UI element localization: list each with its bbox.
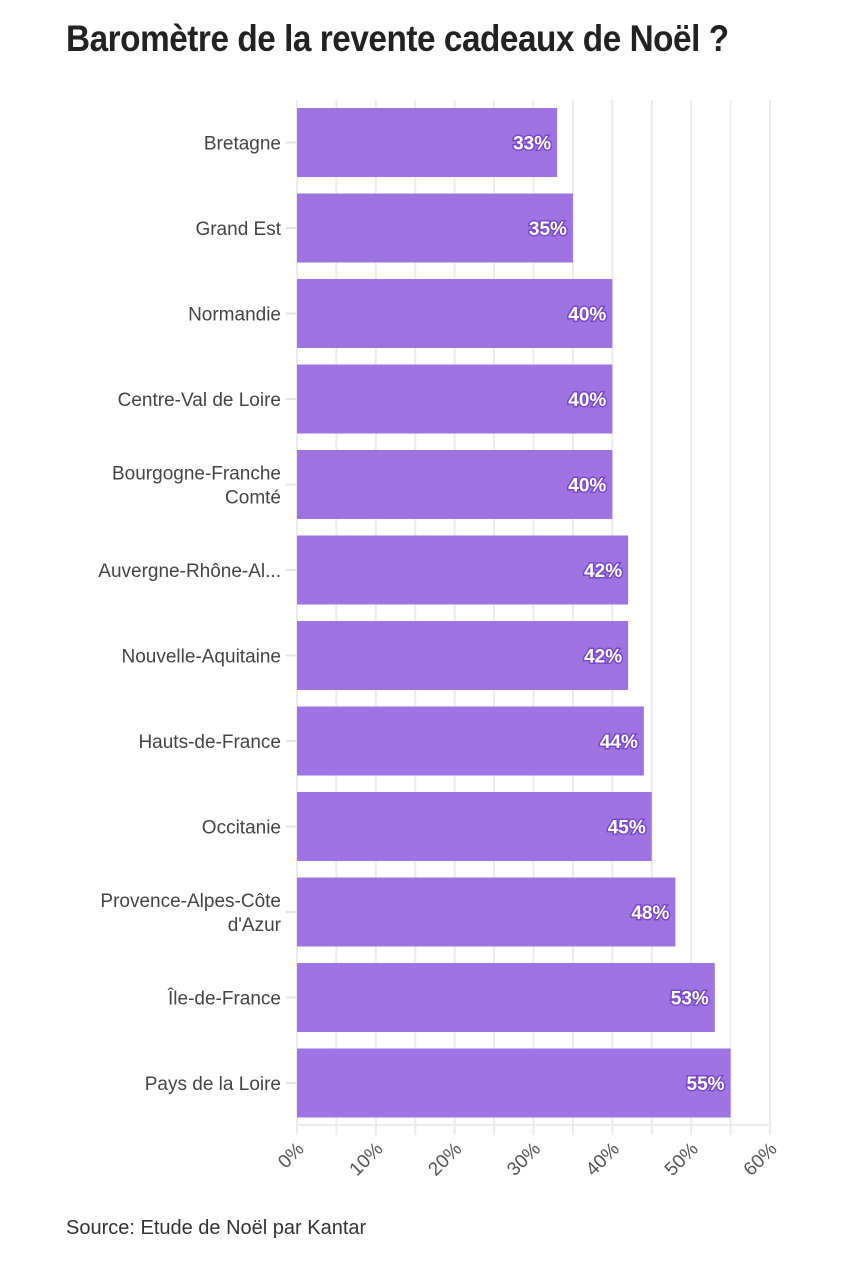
category-label: d'Azur	[228, 915, 282, 936]
category-label: Comté	[225, 488, 281, 509]
x-tick-label: 10%	[346, 1139, 388, 1181]
bar	[297, 450, 613, 519]
category-label: Île-de-France	[167, 988, 281, 1010]
x-tick-label: 60%	[740, 1139, 782, 1181]
category-label: Centre-Val de Loire	[118, 390, 281, 411]
data-label: 45%	[608, 818, 646, 839]
chart-title: Baromètre de la revente cadeaux de Noël …	[66, 18, 729, 59]
bar	[297, 877, 676, 947]
data-label: 42%	[584, 647, 622, 668]
x-tick-label: 50%	[661, 1139, 703, 1181]
x-tick-label: 30%	[503, 1139, 545, 1181]
bar	[297, 621, 629, 690]
data-label: 53%	[671, 989, 709, 1010]
category-label: Normandie	[188, 305, 281, 326]
category-label: Nouvelle-Aquitaine	[122, 647, 282, 668]
bar	[297, 193, 573, 263]
bar	[297, 1048, 731, 1118]
bar	[297, 108, 558, 177]
category-label: Hauts-de-France	[138, 732, 281, 753]
chart-source: Source: Etude de Noël par Kantar	[66, 1217, 367, 1239]
data-label: 48%	[631, 903, 669, 924]
data-label: 40%	[568, 305, 606, 326]
category-label: Auvergne-Rhône-Al...	[98, 561, 281, 582]
bar	[297, 963, 715, 1032]
data-label: 40%	[568, 390, 606, 411]
category-label: Bourgogne-Franche	[112, 464, 281, 485]
bar	[297, 706, 644, 776]
data-label: 55%	[687, 1074, 725, 1095]
category-label: Occitanie	[202, 818, 281, 839]
category-label: Pays de la Loire	[145, 1074, 281, 1095]
x-tick-label: 0%	[274, 1139, 308, 1173]
category-label: Bretagne	[204, 134, 281, 155]
data-label: 44%	[600, 732, 638, 753]
data-label: 35%	[529, 219, 567, 240]
data-label: 33%	[513, 134, 551, 155]
x-tick-label: 20%	[424, 1139, 466, 1181]
bar	[297, 279, 613, 348]
bar	[297, 535, 629, 605]
bar	[297, 364, 613, 434]
x-tick-label: 40%	[582, 1139, 624, 1181]
data-label: 40%	[568, 476, 606, 497]
category-label: Grand Est	[195, 219, 281, 240]
data-label: 42%	[584, 561, 622, 582]
category-label: Provence-Alpes-Côte	[100, 891, 281, 912]
bar	[297, 792, 652, 861]
